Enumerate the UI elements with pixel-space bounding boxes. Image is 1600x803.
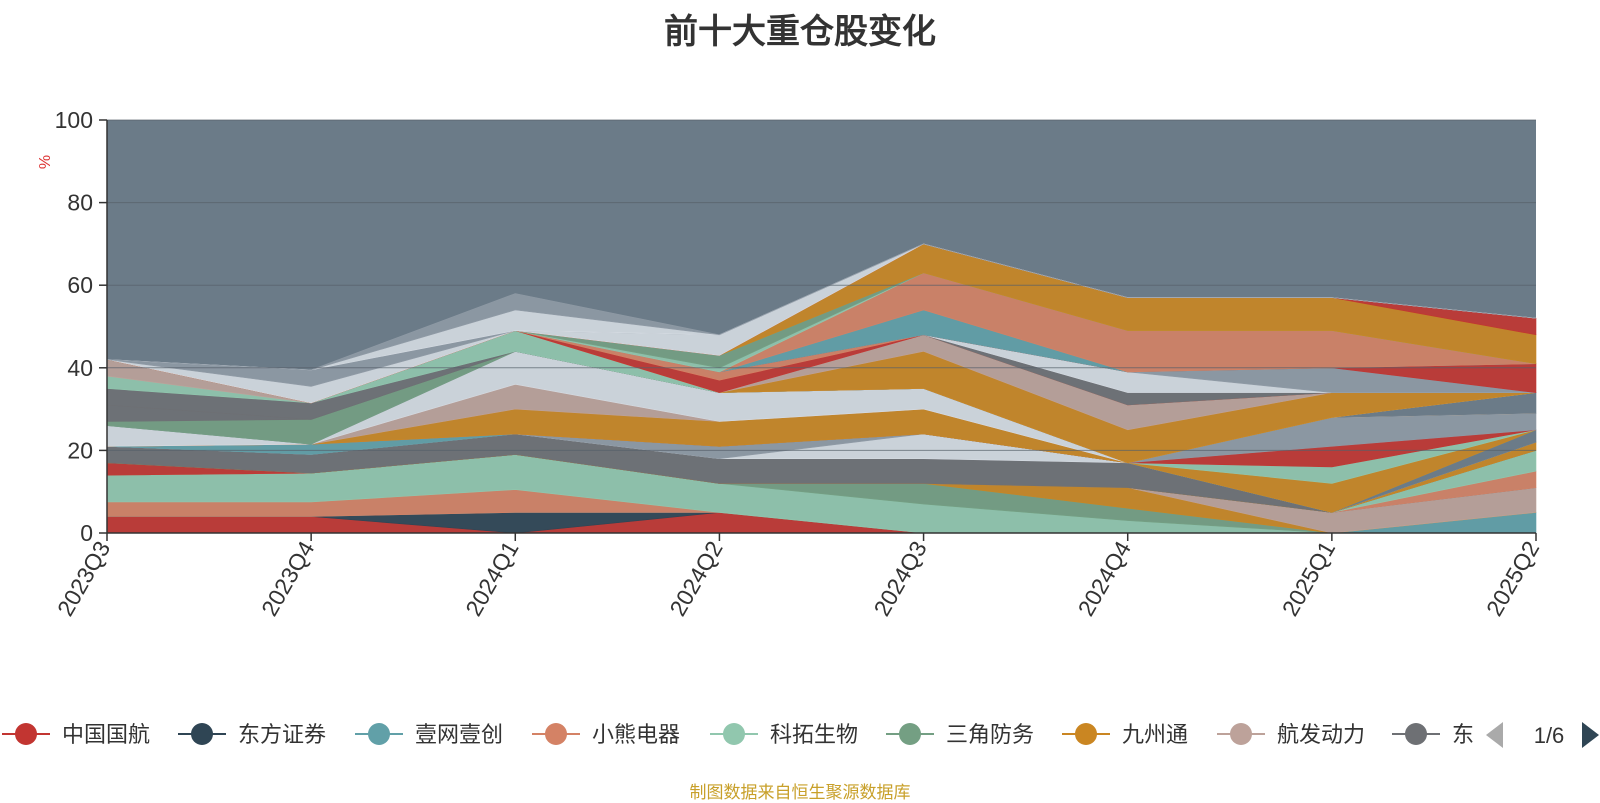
y-gridlines [107,119,1536,451]
legend-item[interactable]: 三角防务 [886,722,1034,747]
legend-circle-marker [545,723,567,745]
y-tick-label: 40 [67,355,93,381]
legend-circle-marker [368,723,390,745]
y-tick-label: 60 [67,272,93,298]
y-tick-label: 80 [67,190,93,216]
area-band-49 [106,243,1537,371]
y-tick-label: 0 [80,520,93,546]
y-tick-label: 20 [67,437,93,463]
legend-circle-marker [1405,723,1427,745]
x-tick-label: 2023Q3 [52,537,115,621]
x-tick-label: 2024Q2 [664,537,727,621]
x-tick-label: 2024Q4 [1073,536,1137,620]
legend-item[interactable]: 九州通 [1062,722,1188,747]
legend-circle-marker [723,723,745,745]
legend-items: 中国国航 东方证券 壹网壹创 小熊电器 科拓生物 三角防务 九州通 航发动力 东 [2,722,1474,747]
legend-next-page-icon[interactable] [1582,722,1599,748]
legend-circle-marker [1075,723,1097,745]
y-tick-label: 100 [55,107,93,133]
legend-circle-marker [191,723,213,745]
legend-item[interactable]: 壹网壹创 [355,722,503,747]
area-bands [106,243,1537,534]
legend-item[interactable]: 科拓生物 [710,722,858,747]
legend-circle-marker [15,723,37,745]
x-tick-label: 2023Q4 [256,536,320,620]
legend-circle-marker [899,723,921,745]
legend-item[interactable]: 小熊电器 [532,722,680,747]
legend-item[interactable]: 东方证券 [178,722,326,747]
x-tick-label: 2024Q3 [868,537,931,621]
legend-label: 东方证券 [238,722,326,747]
x-tick-label: 2024Q1 [460,537,523,621]
legend-prev-page-icon[interactable] [1486,722,1503,748]
source-note: 制图数据来自恒生聚源数据库 [689,783,911,803]
legend-page-indicator: 1/6 [1534,723,1565,748]
x-tick-label: 2025Q2 [1481,537,1544,621]
legend-item[interactable]: 航发动力 [1217,722,1365,747]
chart-title: 前十大重仓股变化 [664,12,936,52]
legend-item[interactable]: 中国国航 [2,722,150,747]
legend-label: 壹网壹创 [415,722,503,747]
x-tick-label: 2025Q1 [1277,537,1340,621]
legend: 中国国航 东方证券 壹网壹创 小熊电器 科拓生物 三角防务 九州通 航发动力 东 1/6 [2,722,1599,748]
legend-label: 九州通 [1122,722,1188,747]
legend-label: 科拓生物 [770,722,858,747]
y-axis-unit: % [37,155,54,169]
legend-label: 中国国航 [62,722,150,747]
legend-item[interactable]: 东 [1392,722,1474,747]
legend-label: 三角防务 [946,722,1034,747]
legend-circle-marker [1230,723,1252,745]
legend-label: 航发动力 [1277,722,1365,747]
legend-label: 东 [1452,722,1474,747]
legend-label: 小熊电器 [592,722,680,747]
